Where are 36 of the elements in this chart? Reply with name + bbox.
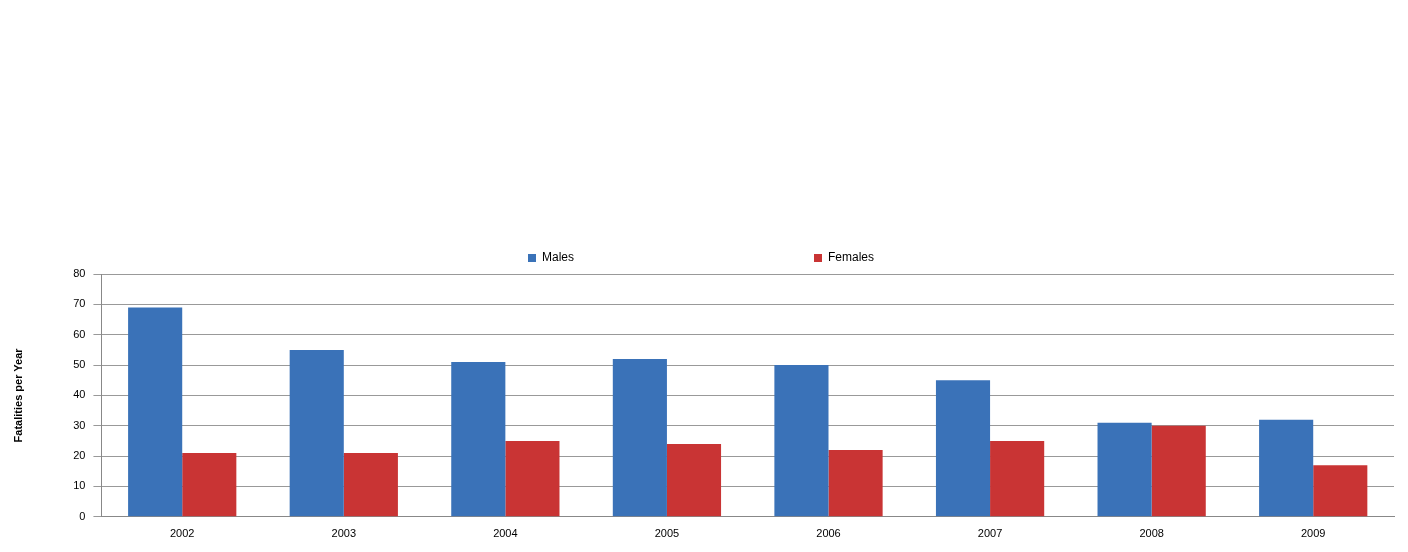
x-tick-label: 2004 xyxy=(493,527,518,540)
x-tick-label: 2002 xyxy=(169,527,195,540)
bar xyxy=(289,349,344,517)
bar xyxy=(1313,465,1368,517)
x-tick-label: 2008 xyxy=(1139,527,1164,540)
bar xyxy=(990,440,1045,517)
y-tick-label: 50 xyxy=(73,358,86,371)
y-tick-label: 60 xyxy=(73,327,86,340)
bar xyxy=(774,365,829,517)
x-tick-label: 2005 xyxy=(654,527,680,540)
x-tick-label: 2009 xyxy=(1300,527,1326,540)
bar xyxy=(666,443,722,517)
bar xyxy=(935,380,991,517)
x-tick-label: 2003 xyxy=(331,527,357,540)
legend-label: Males xyxy=(541,250,574,265)
y-tick-label: 40 xyxy=(73,388,86,401)
bar xyxy=(128,307,183,517)
x-tick-label: 2007 xyxy=(977,527,1003,540)
bar xyxy=(182,453,237,517)
bar xyxy=(505,440,560,517)
x-tick-label: 2006 xyxy=(816,527,841,540)
bar xyxy=(1097,422,1152,517)
y-tick-label: 70 xyxy=(73,297,86,310)
y-tick-label: 0 xyxy=(79,509,86,522)
y-tick-label: 80 xyxy=(73,267,86,280)
y-tick-label: 20 xyxy=(73,449,86,462)
bar xyxy=(451,362,506,517)
y-tick-label: 10 xyxy=(73,479,86,492)
bar xyxy=(1151,425,1206,517)
legend-label: Females xyxy=(828,250,875,265)
bar xyxy=(612,358,667,517)
y-tick-label: 30 xyxy=(73,418,86,431)
bar xyxy=(828,450,883,517)
bar xyxy=(343,453,398,517)
bar xyxy=(1259,419,1314,517)
y-axis-title: Fatalities per Year xyxy=(11,347,24,443)
